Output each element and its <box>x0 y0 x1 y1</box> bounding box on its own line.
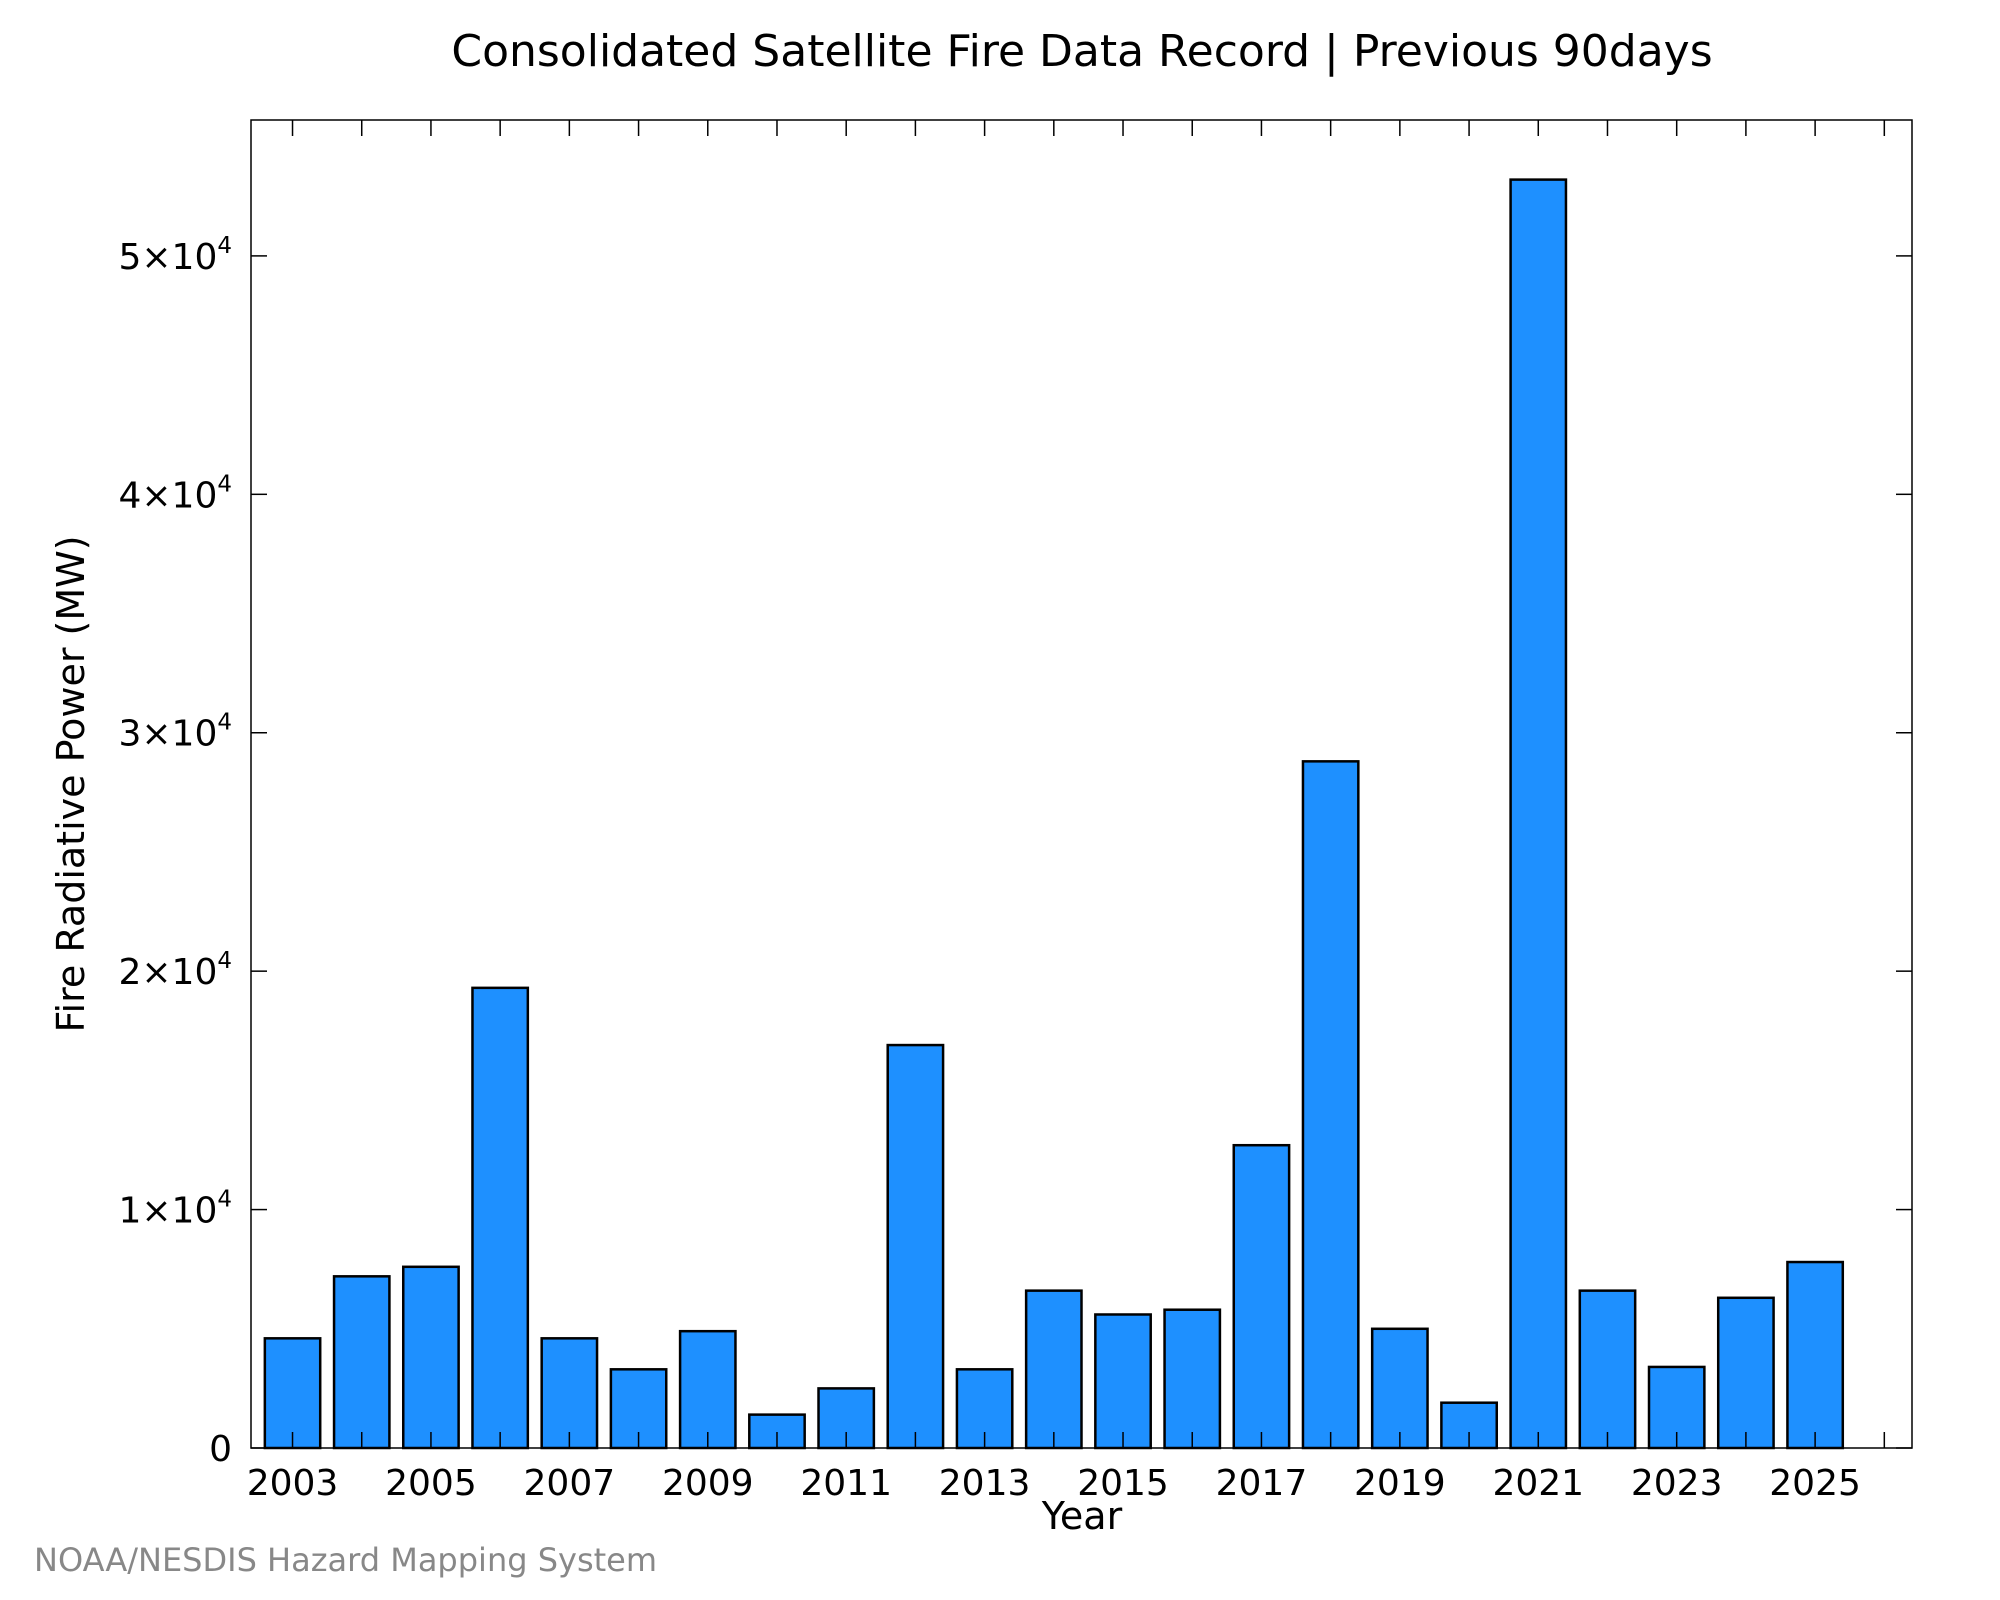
x-tick-label: 2003 <box>247 1463 339 1504</box>
bar-2016 <box>1163 1308 1222 1450</box>
x-tick-label: 2017 <box>1216 1463 1308 1504</box>
y-tick-label: 3×104 <box>118 710 232 755</box>
bar-2009 <box>678 1329 737 1450</box>
chart-title: Consolidated Satellite Fire Data Record … <box>451 26 1712 77</box>
y-tick-label: 4×104 <box>118 471 232 516</box>
x-axis-ticks: 2003 2005 2007 2009 2011 2013 2015 2017 2019 2021… <box>247 120 1886 1504</box>
bar-2019 <box>1370 1327 1429 1450</box>
x-tick-label: 2019 <box>1354 1463 1446 1504</box>
x-tick-label: 2011 <box>800 1463 892 1504</box>
y-tick-label: 2×104 <box>118 948 232 993</box>
y-tick-label: 5×104 <box>118 233 232 278</box>
x-tick-label: 2007 <box>524 1463 616 1504</box>
x-tick-label: 2025 <box>1769 1463 1861 1504</box>
x-axis-label: Year <box>1041 1494 1123 1538</box>
x-tick-label: 2023 <box>1631 1463 1723 1504</box>
x-tick-label: 2021 <box>1492 1463 1584 1504</box>
bar-2014 <box>1024 1289 1083 1450</box>
bar-2022 <box>1578 1289 1637 1450</box>
bar-2021 <box>1509 178 1568 1450</box>
bar-2018 <box>1301 760 1360 1450</box>
y-tick-label: 0 <box>209 1429 232 1470</box>
bar-2007 <box>540 1337 599 1450</box>
credit-text: NOAA/NESDIS Hazard Mapping System <box>34 1541 657 1579</box>
bar-2015 <box>1094 1313 1152 1450</box>
bar-2006 <box>471 986 530 1450</box>
bar-2003 <box>263 1337 322 1450</box>
x-tick-label: 2005 <box>385 1463 477 1504</box>
bars-group <box>263 178 1845 1450</box>
x-tick-label: 2015 <box>1077 1463 1169 1504</box>
bar-2025 <box>1786 1260 1845 1450</box>
bar-2024 <box>1716 1296 1775 1450</box>
y-axis-ticks: 0 1×104 2×104 3×104 4×104 5×104 <box>118 233 1912 1470</box>
bar-2012 <box>886 1043 945 1450</box>
bar-2005 <box>402 1265 460 1450</box>
bar-2017 <box>1232 1143 1291 1450</box>
bar-2004 <box>332 1275 391 1450</box>
y-axis-label: Fire Radiative Power (MW) <box>49 535 93 1032</box>
x-tick-label: 2009 <box>662 1463 754 1504</box>
x-tick-label: 2013 <box>939 1463 1031 1504</box>
y-tick-label: 1×104 <box>118 1187 232 1232</box>
